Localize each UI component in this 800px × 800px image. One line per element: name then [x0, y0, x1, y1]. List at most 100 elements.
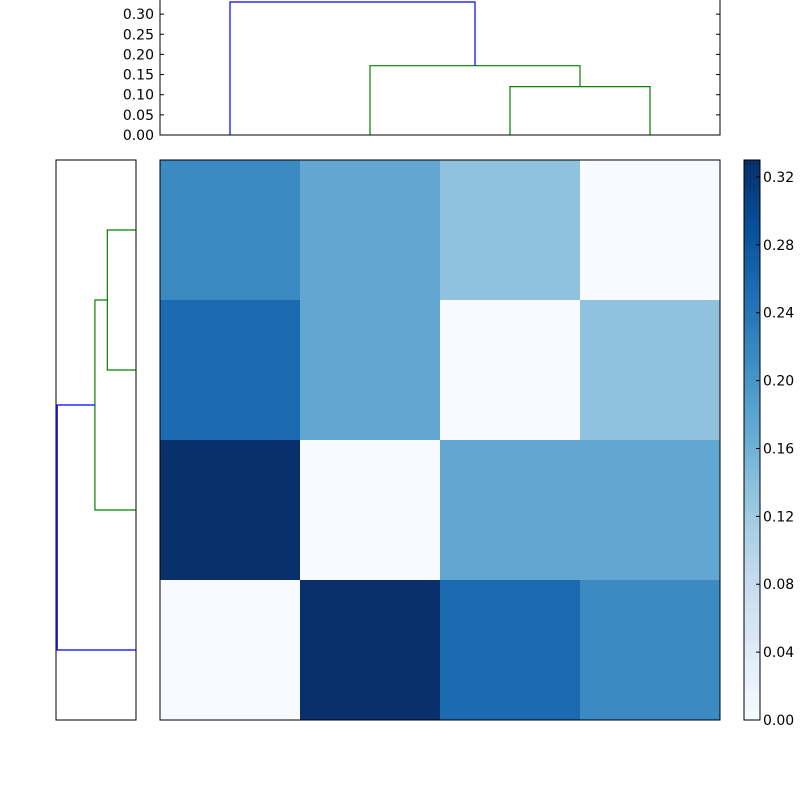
colorbar-gradient-step — [744, 456, 760, 461]
colorbar-gradient-step — [744, 636, 760, 641]
colorbar-gradient-step — [744, 220, 760, 225]
colorbar-gradient-step — [744, 672, 760, 677]
colorbar-gradient-step — [744, 656, 760, 661]
colorbar-gradient-step — [744, 252, 760, 257]
heatmap-cell — [160, 160, 301, 301]
top-dendrogram-tick-label: 0.10 — [123, 88, 154, 104]
colorbar-gradient-step — [744, 528, 760, 533]
colorbar-gradient-step — [744, 160, 760, 165]
colorbar-gradient-step — [744, 564, 760, 569]
heatmap-frame — [159, 159, 721, 721]
colorbar-gradient-step — [744, 568, 760, 573]
colorbar-gradient-step — [744, 600, 760, 605]
colorbar-gradient-step — [744, 684, 760, 689]
colorbar-gradient-step — [744, 536, 760, 541]
colorbar-gradient-step — [744, 312, 760, 317]
colorbar-tick-label: 0.08 — [763, 577, 794, 593]
colorbar-gradient-step — [744, 708, 760, 713]
colorbar-gradient-step — [744, 556, 760, 561]
colorbar-gradient-step — [744, 296, 760, 301]
heatmap-cell — [300, 300, 441, 441]
colorbar-tick-label: 0.32 — [763, 170, 794, 186]
heatmap-cell — [160, 300, 301, 441]
colorbar-gradient-step — [744, 624, 760, 629]
colorbar-gradient-step — [744, 444, 760, 449]
colorbar-gradient-step — [744, 272, 760, 277]
colorbar-gradient-step — [744, 532, 760, 537]
top-dendrogram-link — [509, 86, 651, 135]
colorbar-gradient-step — [744, 664, 760, 669]
left-dendrogram-link — [56, 404, 136, 651]
colorbar-gradient-step — [744, 696, 760, 701]
colorbar-gradient-step — [744, 368, 760, 373]
colorbar-gradient-step — [744, 572, 760, 577]
colorbar-gradient-step — [744, 712, 760, 717]
colorbar-gradient-step — [744, 464, 760, 469]
colorbar-tick-label: 0.20 — [763, 374, 794, 390]
colorbar-gradient-step — [744, 632, 760, 637]
top-dendrogram-tick-label: 0.00 — [123, 128, 154, 144]
top-dendrogram: 0.00 0.05 0.10 0.15 0.20 0.25 0.30 — [123, 0, 721, 144]
heatmap-cell — [440, 160, 581, 301]
colorbar-gradient-step — [744, 172, 760, 177]
colorbar-gradient-step — [744, 652, 760, 657]
colorbar-tick-label: 0.24 — [763, 306, 794, 322]
colorbar-gradient-step — [744, 332, 760, 337]
colorbar-gradient-step — [744, 552, 760, 557]
left-dendrogram — [55, 159, 137, 721]
colorbar-gradient-step — [744, 596, 760, 601]
colorbar-gradient-step — [744, 416, 760, 421]
heatmap-cell — [440, 300, 581, 441]
colorbar-gradient-step — [744, 284, 760, 289]
colorbar-gradient-step — [744, 372, 760, 377]
colorbar-gradient-step — [744, 188, 760, 193]
colorbar-gradient-step — [744, 336, 760, 341]
heatmap-cell — [300, 440, 441, 581]
heatmap-cell — [580, 300, 721, 441]
heatmap-cell — [440, 440, 581, 581]
colorbar-gradient-step — [744, 256, 760, 261]
colorbar-gradient-step — [744, 320, 760, 325]
colorbar-gradient-step — [744, 244, 760, 249]
colorbar-gradient-step — [744, 580, 760, 585]
colorbar-frame — [743, 159, 761, 721]
colorbar-gradient-step — [744, 248, 760, 253]
colorbar-gradient-step — [744, 276, 760, 281]
colorbar-gradient-step — [744, 300, 760, 305]
colorbar-gradient-step — [744, 660, 760, 665]
heatmap-cell — [580, 160, 721, 301]
colorbar-tick-label: 0.12 — [763, 509, 794, 525]
colorbar-gradient-step — [744, 180, 760, 185]
colorbar-gradient-step — [744, 604, 760, 609]
colorbar-gradient-step — [744, 676, 760, 681]
colorbar-gradient-step — [744, 540, 760, 545]
heatmap-cell — [440, 580, 581, 721]
colorbar-gradient-step — [744, 304, 760, 309]
colorbar-gradient-step — [744, 288, 760, 293]
colorbar-gradient-step — [744, 440, 760, 445]
colorbar-gradient-step — [744, 700, 760, 705]
heatmap-cell — [160, 580, 301, 721]
colorbar-gradient-step — [744, 204, 760, 209]
colorbar-gradient-step — [744, 496, 760, 501]
colorbar-gradient-step — [744, 512, 760, 517]
colorbar-gradient-step — [744, 200, 760, 205]
colorbar-gradient-step — [744, 392, 760, 397]
colorbar-tick-label: 0.04 — [763, 645, 794, 661]
colorbar-gradient-step — [744, 704, 760, 709]
colorbar-gradient-step — [744, 328, 760, 333]
colorbar-gradient-step — [744, 424, 760, 429]
colorbar-gradient-step — [744, 324, 760, 329]
colorbar-gradient-step — [744, 668, 760, 673]
colorbar-gradient-step — [744, 576, 760, 581]
colorbar-gradient-step — [744, 292, 760, 297]
colorbar-gradient-step — [744, 716, 760, 721]
colorbar-gradient-step — [744, 264, 760, 269]
colorbar-gradient-step — [744, 400, 760, 405]
colorbar-gradient-step — [744, 340, 760, 345]
colorbar-gradient-step — [744, 680, 760, 685]
heatmap-cell — [160, 440, 301, 581]
heatmap-cell — [580, 440, 721, 581]
colorbar-gradient-step — [744, 436, 760, 441]
